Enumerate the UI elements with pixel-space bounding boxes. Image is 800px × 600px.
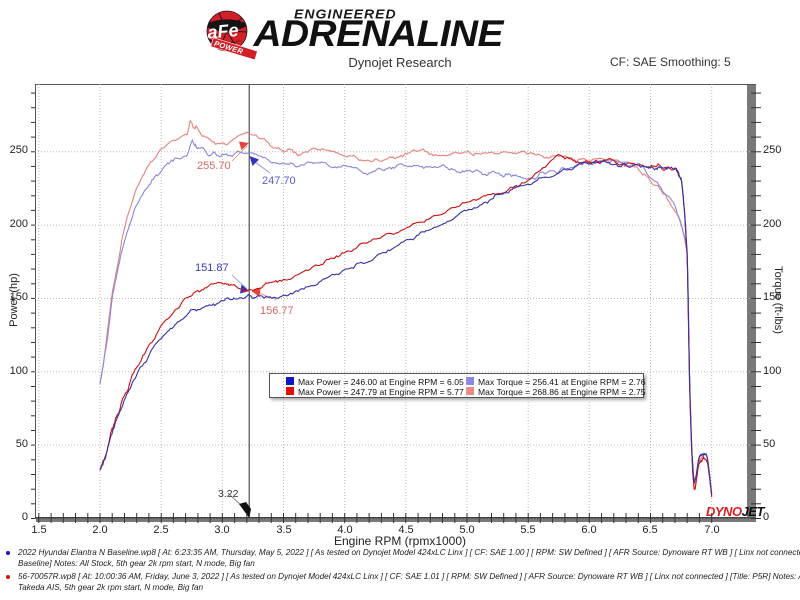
svg-text:255.70: 255.70 [197,160,231,172]
svg-text:156.77: 156.77 [260,305,294,317]
svg-text:3.22: 3.22 [218,488,239,500]
svg-text:247.70: 247.70 [262,175,296,187]
svg-text:151.87: 151.87 [195,262,229,274]
